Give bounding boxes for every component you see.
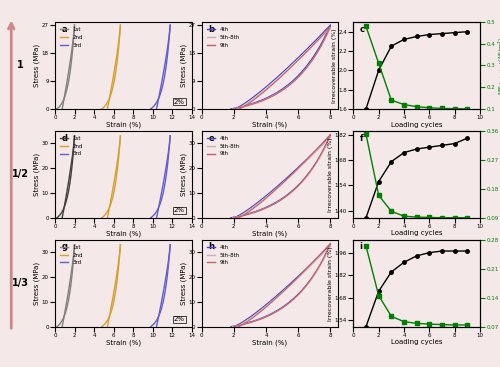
X-axis label: Strain (%): Strain (%) — [106, 339, 141, 346]
Text: e: e — [208, 134, 214, 142]
Text: 2%: 2% — [174, 316, 185, 322]
Text: g: g — [62, 242, 68, 251]
Y-axis label: Irrecoverable strain (%): Irrecoverable strain (%) — [328, 137, 334, 212]
Y-axis label: Stress (MPa): Stress (MPa) — [180, 262, 187, 305]
X-axis label: Strain (%): Strain (%) — [252, 121, 288, 128]
Text: h: h — [208, 242, 214, 251]
Legend: 4th, 5th-8th, 9th: 4th, 5th-8th, 9th — [204, 25, 242, 50]
Legend: 4th, 5th-8th, 9th: 4th, 5th-8th, 9th — [204, 134, 242, 159]
X-axis label: Strain (%): Strain (%) — [252, 230, 288, 237]
Text: 1/3: 1/3 — [12, 278, 28, 288]
Text: c: c — [360, 25, 364, 34]
Y-axis label: Stress (MPa): Stress (MPa) — [180, 153, 187, 196]
Y-axis label: Stress (MPa): Stress (MPa) — [34, 262, 40, 305]
X-axis label: Loading cycles: Loading cycles — [391, 230, 442, 236]
Text: f: f — [360, 134, 364, 142]
Legend: 1st, 2nd, 3rd: 1st, 2nd, 3rd — [58, 25, 86, 50]
Text: b: b — [208, 25, 214, 34]
Y-axis label: Stress (MPa): Stress (MPa) — [180, 44, 187, 87]
Y-axis label: Stress (MPa): Stress (MPa) — [34, 44, 40, 87]
Text: 1: 1 — [16, 61, 24, 70]
Y-axis label: Stress (MPa): Stress (MPa) — [34, 153, 40, 196]
Text: i: i — [360, 242, 362, 251]
Legend: 1st, 2nd, 3rd: 1st, 2nd, 3rd — [58, 243, 86, 268]
X-axis label: Strain (%): Strain (%) — [106, 230, 141, 237]
Text: 2%: 2% — [174, 207, 185, 214]
Legend: 1st, 2nd, 3rd: 1st, 2nd, 3rd — [58, 134, 86, 159]
Legend: 4th, 5th-8th, 9th: 4th, 5th-8th, 9th — [204, 243, 242, 268]
Text: 2%: 2% — [174, 98, 185, 105]
X-axis label: Loading cycles: Loading cycles — [391, 121, 442, 127]
X-axis label: Strain (%): Strain (%) — [106, 121, 141, 128]
X-axis label: Loading cycles: Loading cycles — [391, 339, 442, 345]
Y-axis label: Irrecoverable strain (%): Irrecoverable strain (%) — [332, 28, 337, 103]
Text: a: a — [62, 25, 68, 34]
Y-axis label: Irrecoverable strain (%): Irrecoverable strain (%) — [328, 246, 334, 320]
X-axis label: Strain (%): Strain (%) — [252, 339, 288, 346]
Y-axis label: ME$_{dissipated}$ (MJ/m³): ME$_{dissipated}$ (MJ/m³) — [496, 36, 500, 95]
Text: d: d — [62, 134, 68, 142]
Text: 1/2: 1/2 — [12, 169, 28, 179]
